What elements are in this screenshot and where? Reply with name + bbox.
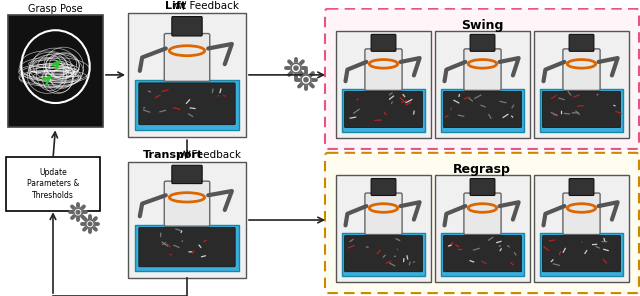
Text: Regrasp: Regrasp xyxy=(453,163,511,176)
FancyBboxPatch shape xyxy=(344,91,422,128)
FancyBboxPatch shape xyxy=(336,175,431,282)
FancyBboxPatch shape xyxy=(444,91,522,128)
FancyBboxPatch shape xyxy=(569,178,594,195)
FancyBboxPatch shape xyxy=(534,175,629,282)
FancyBboxPatch shape xyxy=(543,236,621,272)
FancyBboxPatch shape xyxy=(172,165,202,184)
FancyBboxPatch shape xyxy=(470,34,495,51)
FancyBboxPatch shape xyxy=(534,31,629,138)
Circle shape xyxy=(294,66,298,70)
Circle shape xyxy=(76,210,80,214)
Circle shape xyxy=(86,220,94,228)
FancyBboxPatch shape xyxy=(325,9,639,149)
FancyBboxPatch shape xyxy=(464,49,501,90)
FancyBboxPatch shape xyxy=(6,157,100,211)
FancyBboxPatch shape xyxy=(365,49,402,90)
FancyBboxPatch shape xyxy=(444,236,522,272)
FancyBboxPatch shape xyxy=(464,193,501,234)
FancyBboxPatch shape xyxy=(172,17,202,36)
FancyBboxPatch shape xyxy=(135,80,239,130)
Text: Lift: Lift xyxy=(164,1,186,11)
FancyBboxPatch shape xyxy=(543,91,621,128)
FancyBboxPatch shape xyxy=(435,31,530,138)
FancyBboxPatch shape xyxy=(441,89,524,132)
FancyBboxPatch shape xyxy=(342,233,426,276)
FancyBboxPatch shape xyxy=(470,178,495,195)
FancyBboxPatch shape xyxy=(371,178,396,195)
Text: Update
Parameters &
Thresholds: Update Parameters & Thresholds xyxy=(27,168,79,200)
FancyBboxPatch shape xyxy=(441,233,524,276)
Text: Grasp Pose: Grasp Pose xyxy=(28,4,83,14)
FancyBboxPatch shape xyxy=(325,153,639,293)
FancyBboxPatch shape xyxy=(435,175,530,282)
Circle shape xyxy=(304,78,308,82)
FancyBboxPatch shape xyxy=(164,33,210,81)
FancyBboxPatch shape xyxy=(365,193,402,234)
FancyBboxPatch shape xyxy=(164,181,210,226)
FancyBboxPatch shape xyxy=(139,83,236,125)
FancyBboxPatch shape xyxy=(540,233,623,276)
FancyBboxPatch shape xyxy=(371,34,396,51)
FancyBboxPatch shape xyxy=(344,236,422,272)
Text: Swing: Swing xyxy=(461,19,503,32)
FancyBboxPatch shape xyxy=(336,31,431,138)
Text: Transport: Transport xyxy=(143,150,203,160)
FancyBboxPatch shape xyxy=(563,193,600,234)
Text: w/ Feedback: w/ Feedback xyxy=(173,150,241,160)
FancyBboxPatch shape xyxy=(563,49,600,90)
Circle shape xyxy=(291,63,301,73)
FancyBboxPatch shape xyxy=(540,89,623,132)
Circle shape xyxy=(88,222,92,226)
Text: w/ Feedback: w/ Feedback xyxy=(171,1,239,11)
Circle shape xyxy=(74,208,83,216)
FancyBboxPatch shape xyxy=(8,15,103,128)
FancyBboxPatch shape xyxy=(342,89,426,132)
FancyBboxPatch shape xyxy=(569,34,594,51)
FancyBboxPatch shape xyxy=(128,12,246,137)
Circle shape xyxy=(301,75,311,85)
FancyBboxPatch shape xyxy=(128,162,246,279)
FancyBboxPatch shape xyxy=(135,225,239,271)
FancyBboxPatch shape xyxy=(139,227,236,267)
